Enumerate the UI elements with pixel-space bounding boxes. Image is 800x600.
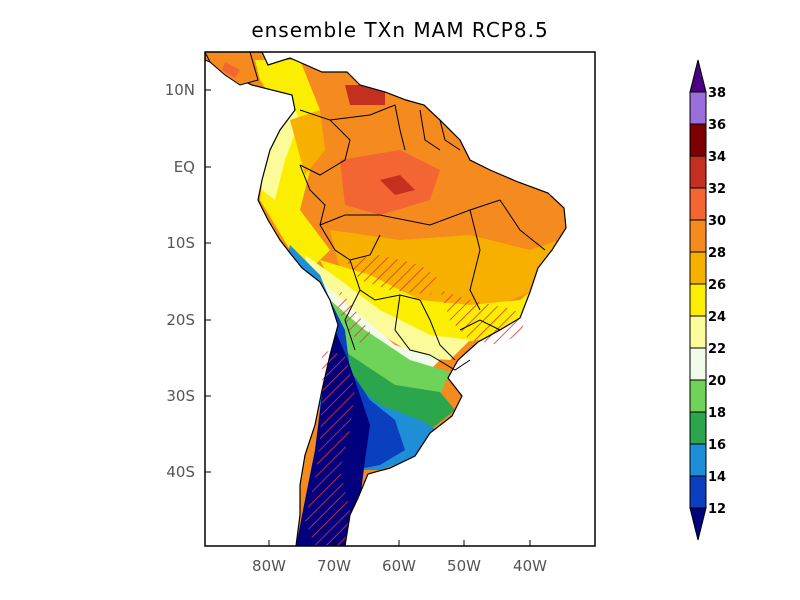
lon-label-60w: 60W: [382, 557, 416, 575]
colorbar-label: 28: [708, 246, 726, 261]
colorbar-label: 16: [708, 438, 726, 453]
colorbar-label: 36: [708, 118, 726, 133]
colorbar-swatch: [689, 123, 707, 157]
colorbar-swatch: [689, 91, 707, 125]
colorbar-label: 12: [708, 502, 726, 517]
colorbar-low-triangle: [689, 507, 707, 541]
colorbar-swatch: [689, 475, 707, 509]
colorbar-swatch: [689, 379, 707, 413]
lon-label-70w: 70W: [317, 557, 351, 575]
colorbar-swatch: [689, 155, 707, 189]
land-mass: [205, 52, 567, 546]
colorbar-high-triangle: [689, 59, 707, 93]
latitude-axis: 10N EQ 10S 20S 30S 40S: [165, 81, 211, 481]
colorbar: 12 14 16 18 20 22 24 26 28 30 32 34 36 3…: [689, 59, 726, 541]
lat-label-10n: 10N: [165, 81, 195, 99]
colorbar-label: 38: [708, 86, 726, 101]
lat-label-40s: 40S: [166, 463, 195, 481]
lat-label-10s: 10S: [166, 234, 195, 252]
colorbar-label: 14: [708, 470, 726, 485]
longitude-axis: 80W 70W 60W 50W 40W: [252, 540, 547, 575]
colorbar-swatch: [689, 315, 707, 349]
colorbar-swatch: [689, 283, 707, 317]
lat-label-20s: 20S: [166, 311, 195, 329]
map-frame: [204, 51, 596, 547]
colorbar-swatch: [689, 251, 707, 285]
colorbar-label: 18: [708, 406, 726, 421]
colorbar-label: 24: [708, 310, 726, 325]
map-title: ensemble TXn MAM RCP8.5: [251, 18, 549, 42]
colorbar-label: 32: [708, 182, 726, 197]
colorbar-swatch: [689, 187, 707, 221]
lat-label-30s: 30S: [166, 387, 195, 405]
colorbar-swatch: [689, 443, 707, 477]
colorbar-label: 26: [708, 278, 726, 293]
colorbar-label: 20: [708, 374, 726, 389]
colorbar-label: 34: [708, 150, 726, 165]
colorbar-label: 30: [708, 214, 726, 229]
colorbar-swatch: [689, 219, 707, 253]
colorbar-swatch: [689, 347, 707, 381]
lon-label-80w: 80W: [252, 557, 286, 575]
lon-label-40w: 40W: [513, 557, 547, 575]
lon-label-50w: 50W: [447, 557, 481, 575]
lat-label-eq: EQ: [174, 158, 195, 176]
colorbar-swatch: [689, 411, 707, 445]
colorbar-label: 22: [708, 342, 726, 357]
